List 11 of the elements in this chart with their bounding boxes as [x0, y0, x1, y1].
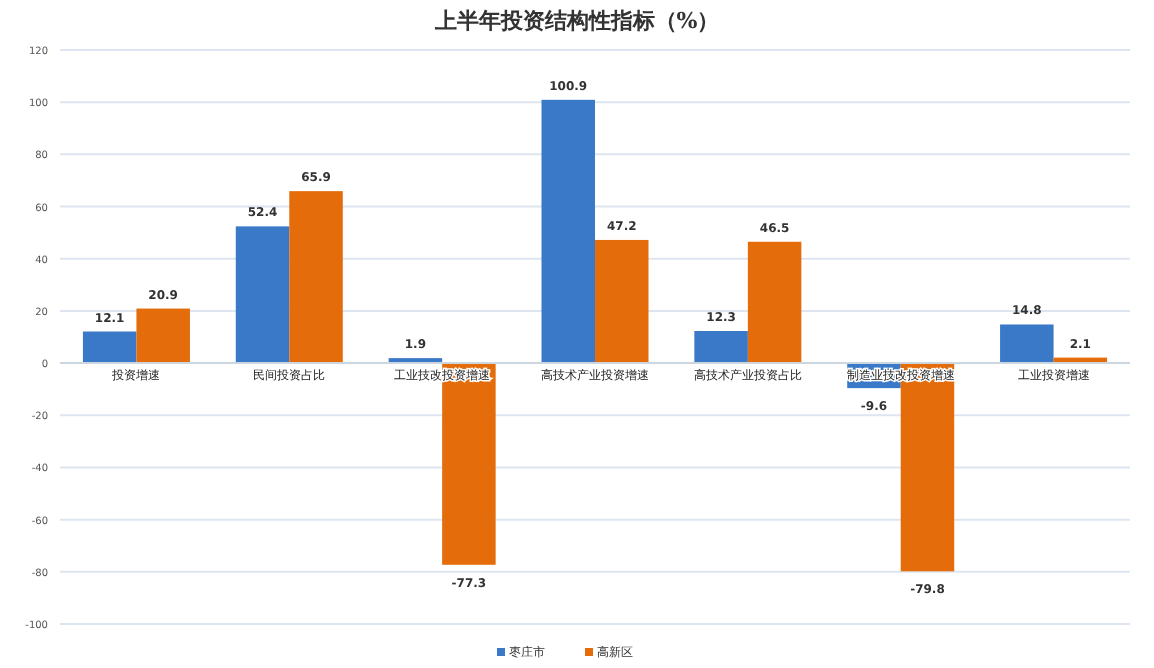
chart-title: 上半年投资结构性指标（%） — [432, 8, 720, 34]
bar — [82, 331, 137, 364]
bar — [1000, 324, 1054, 364]
bar — [541, 99, 595, 364]
bar — [747, 241, 802, 364]
bar — [289, 191, 343, 364]
bar — [235, 226, 290, 364]
bar — [136, 308, 190, 364]
bar — [694, 331, 748, 364]
bar — [442, 363, 496, 565]
bar — [595, 239, 649, 364]
